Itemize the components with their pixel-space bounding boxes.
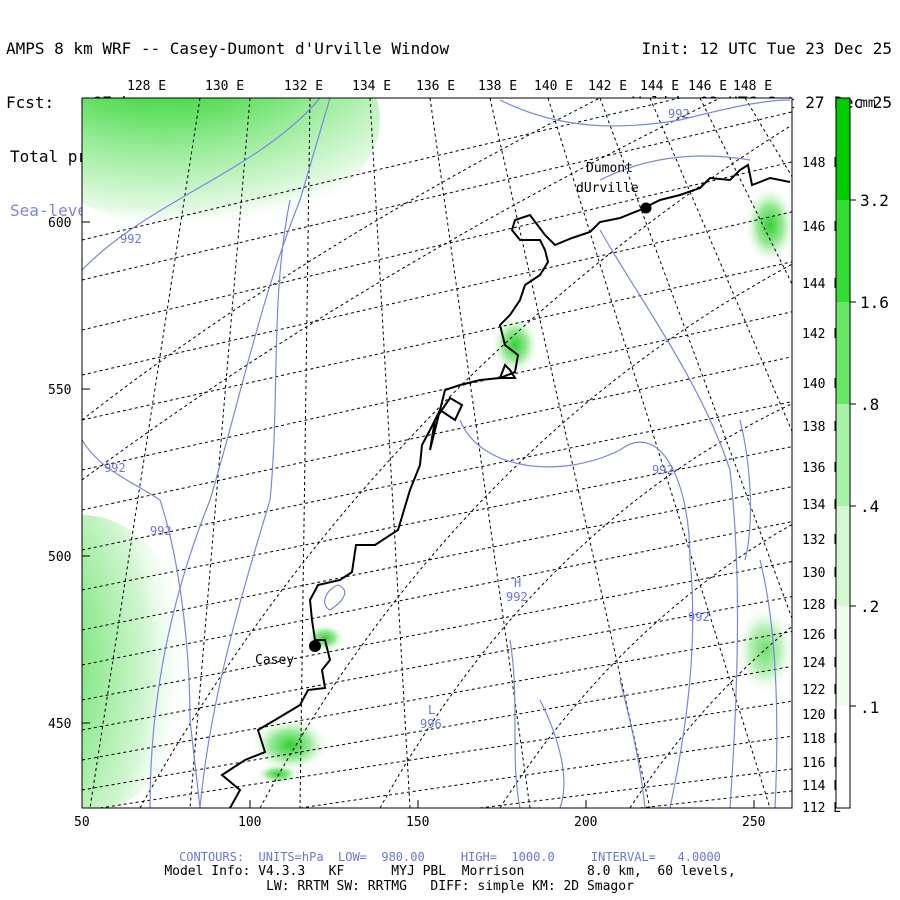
x-tick-label: 150 bbox=[406, 815, 429, 830]
lon-label-top: 130 E bbox=[205, 79, 244, 94]
low-pressure-marker: L bbox=[428, 703, 435, 717]
lon-label-top: 144 E bbox=[640, 79, 679, 94]
y-tick-label: 450 bbox=[48, 717, 71, 732]
lon-label-right: 124 E bbox=[802, 656, 841, 671]
bottom-axis: 50 100 150 200 250 bbox=[74, 800, 765, 830]
lon-label-right: 138 E bbox=[802, 420, 841, 435]
colorbar-level-label: 3.2 bbox=[860, 191, 889, 210]
colorbar-level-label: .1 bbox=[860, 698, 879, 717]
colorbar-level-label: .4 bbox=[860, 497, 879, 516]
right-longitude-labels: 148 E 146 E 144 E 142 E 140 E 138 E 136 … bbox=[802, 156, 841, 816]
colorbar-segment-0-4 bbox=[836, 506, 850, 606]
x-tick-label: 50 bbox=[74, 815, 90, 830]
lon-label-top: 140 E bbox=[534, 79, 573, 94]
lon-label-right: 140 E bbox=[802, 377, 841, 392]
lon-label-top: 132 E bbox=[284, 79, 323, 94]
lon-label-right: 132 E bbox=[802, 533, 841, 548]
colorbar-segment-0-1 bbox=[836, 706, 850, 808]
lon-label-top: 148 E bbox=[733, 79, 772, 94]
y-tick-label: 600 bbox=[48, 216, 71, 231]
casey-marker bbox=[309, 640, 321, 652]
lon-label-top: 138 E bbox=[478, 79, 517, 94]
pressure-label: 992 bbox=[150, 524, 172, 538]
pressure-label: 992 bbox=[120, 232, 142, 246]
pressure-label: 992 bbox=[506, 590, 528, 604]
lon-label-top: 134 E bbox=[352, 79, 391, 94]
init-time: Init: 12 UTC Tue 23 Dec 25 bbox=[641, 39, 892, 58]
x-tick-label: 100 bbox=[238, 815, 261, 830]
pressure-contours bbox=[82, 98, 791, 808]
pressure-label: 992 bbox=[104, 461, 126, 475]
forecast-label: Fcst: bbox=[6, 93, 55, 112]
lon-label-right: 128 E bbox=[802, 598, 841, 613]
lon-label-right: 120 E bbox=[802, 708, 841, 723]
lon-label-right: 144 E bbox=[802, 277, 841, 292]
top-longitude-labels: 128 E 130 E 132 E 134 E 136 E 138 E 140 … bbox=[127, 79, 772, 94]
colorbar-segment-1-6 bbox=[836, 302, 850, 404]
lon-label-top: 142 E bbox=[588, 79, 627, 94]
station-dumont-label-2: dUrville bbox=[576, 181, 639, 196]
pressure-label: 992 bbox=[652, 463, 674, 477]
x-tick-label: 250 bbox=[742, 815, 765, 830]
pressure-label: 996 bbox=[420, 717, 442, 731]
lon-label-right: 136 E bbox=[802, 461, 841, 476]
contours-info: CONTOURS: UNITS=hPa LOW= 980.00 HIGH= 10… bbox=[179, 850, 721, 864]
station-dumont-label: Dumont bbox=[586, 161, 633, 176]
lon-grid-lines bbox=[82, 98, 792, 808]
colorbar-segment-0-8 bbox=[836, 404, 850, 506]
lon-label-top: 146 E bbox=[688, 79, 727, 94]
colorbar-level-label: .2 bbox=[860, 597, 879, 616]
lon-label-right: 134 E bbox=[802, 498, 841, 513]
lon-label-right: 148 E bbox=[802, 156, 841, 171]
precip-shading bbox=[82, 98, 792, 808]
x-tick-label: 200 bbox=[574, 815, 597, 830]
y-tick-label: 500 bbox=[48, 550, 71, 565]
colorbar-level-label: .8 bbox=[860, 395, 879, 414]
map-frame bbox=[81, 97, 793, 809]
high-pressure-marker: H bbox=[514, 576, 521, 590]
lat-grid-lines bbox=[82, 98, 792, 808]
lon-label-right: 122 E bbox=[802, 683, 841, 698]
map-title: AMPS 8 km WRF -- Casey-Dumont d'Urville … bbox=[6, 39, 450, 58]
left-axis: 600 550 500 450 bbox=[48, 216, 90, 732]
map-area bbox=[82, 98, 792, 808]
lon-label-right: 142 E bbox=[802, 327, 841, 342]
lon-label-right: 114 E bbox=[802, 779, 841, 794]
colorbar-units: mm bbox=[860, 96, 876, 111]
lon-label-right: 116 E bbox=[802, 756, 841, 771]
lon-label-right: 126 E bbox=[802, 628, 841, 643]
lon-label-right: 112 E bbox=[802, 801, 841, 816]
lon-label-right: 130 E bbox=[802, 566, 841, 581]
lon-label-right: 146 E bbox=[802, 220, 841, 235]
lon-label-top: 136 E bbox=[416, 79, 455, 94]
colorbar: mm 3.2 1.6 .8 .4 .2 .1 bbox=[835, 96, 889, 809]
colorbar-segment-max bbox=[836, 98, 850, 200]
station-casey-label: Casey bbox=[255, 653, 294, 668]
dumont-durville-marker bbox=[640, 202, 652, 214]
physics-info: LW: RRTM SW: RRTMG DIFF: simple KM: 2D S… bbox=[266, 879, 634, 894]
pressure-label: 992 bbox=[688, 610, 710, 624]
colorbar-segment-0-2 bbox=[836, 606, 850, 706]
pressure-label: 992 bbox=[668, 107, 690, 121]
lon-label-right: 118 E bbox=[802, 732, 841, 747]
model-info: Model Info: V4.3.3 KF MYJ PBL Morrison 8… bbox=[164, 864, 736, 879]
lon-label-top: 128 E bbox=[127, 79, 166, 94]
colorbar-level-label: 1.6 bbox=[860, 293, 889, 312]
colorbar-segment-3-2 bbox=[836, 200, 850, 302]
y-tick-label: 550 bbox=[48, 383, 71, 398]
